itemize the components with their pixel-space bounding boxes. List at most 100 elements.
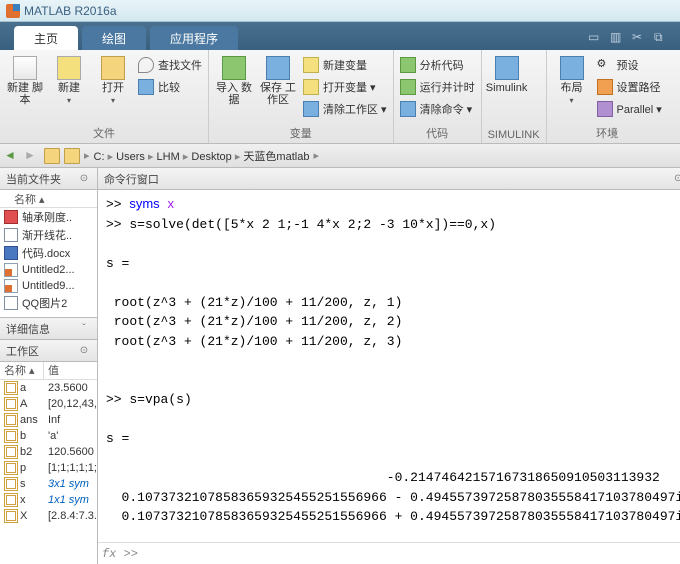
variable-icon <box>4 493 18 507</box>
var-value: 23.5600 <box>44 382 97 394</box>
var-name: b2 <box>20 446 32 458</box>
titlebar: MATLAB R2016a <box>0 0 680 22</box>
tab-plot[interactable]: 绘图 <box>82 26 146 50</box>
file-column-name[interactable]: 名称 ▴ <box>0 190 97 208</box>
cut-icon[interactable]: ✂ <box>632 30 648 46</box>
var-name: b <box>20 430 26 442</box>
tab-home[interactable]: 主页 <box>14 26 78 50</box>
clear-ws-icon <box>303 101 319 117</box>
variable-icon <box>4 461 18 475</box>
var-name: p <box>20 462 26 474</box>
command-output[interactable]: >> syms x >> s=solve(det([5*x 2 1;-1 4*x… <box>98 190 680 542</box>
new-button[interactable]: 新建▾ <box>50 54 88 106</box>
pdf-file-icon <box>4 210 18 224</box>
import-icon <box>222 56 246 80</box>
open-button[interactable]: 打开▾ <box>94 54 132 106</box>
qa-icon-2[interactable]: ▥ <box>610 30 626 46</box>
gear-icon: ⚙ <box>597 57 613 73</box>
file-row[interactable]: QQ图片2 <box>0 294 97 312</box>
workspace-row[interactable]: b2 120.5600 <box>0 444 97 460</box>
current-folder-title: 当前文件夹 <box>6 171 61 187</box>
ribbon: 新建 脚本 新建▾ 打开▾ 查找文件 比较 文件 导入 数据 <box>0 50 680 144</box>
workspace-row[interactable]: a23.5600 <box>0 380 97 396</box>
import-data-button[interactable]: 导入 数据 <box>215 54 253 120</box>
compare-button[interactable]: 比较 <box>138 76 202 98</box>
breadcrumb-item[interactable]: 天蓝色matlab <box>243 151 309 163</box>
file-row[interactable]: 轴承刚度.. <box>0 208 97 226</box>
breadcrumb-item[interactable]: LHM <box>157 151 180 163</box>
file-name: Untitled2... <box>22 264 75 276</box>
save-workspace-button[interactable]: 保存 工作区 <box>259 54 297 120</box>
find-files-button[interactable]: 查找文件 <box>138 54 202 76</box>
workspace-row[interactable]: ans Inf <box>0 412 97 428</box>
forward-icon[interactable]: ► <box>24 148 40 164</box>
copy-icon[interactable]: ⧉ <box>654 30 670 46</box>
open-variable-button[interactable]: 打开变量 ▾ <box>303 76 387 98</box>
run-time-icon <box>400 79 416 95</box>
var-name: x <box>20 494 26 506</box>
var-name: ans <box>20 414 38 426</box>
docx-file-icon <box>4 246 18 260</box>
run-time-button[interactable]: 运行并计时 <box>400 76 475 98</box>
ws-col-name[interactable]: 名称 ▴ <box>0 362 44 379</box>
ribbon-group-code: 分析代码 运行并计时 清除命令 ▾ 代码 <box>394 50 482 143</box>
new-var-icon <box>303 57 319 73</box>
workspace-row[interactable]: A[20,12,43, <box>0 396 97 412</box>
preferences-button[interactable]: ⚙预设 <box>597 54 662 76</box>
layout-button[interactable]: 布局▾ <box>553 54 591 120</box>
clear-commands-button[interactable]: 清除命令 ▾ <box>400 98 475 120</box>
open-var-icon <box>303 79 319 95</box>
file-row[interactable]: Untitled2... <box>0 262 97 278</box>
var-value: 120.5600 <box>44 446 97 458</box>
qa-icon-1[interactable]: ▭ <box>588 30 604 46</box>
workspace-row[interactable]: X[2.8.4:7.3. <box>0 508 97 524</box>
script-file-icon <box>4 263 18 277</box>
clear-workspace-button[interactable]: 清除工作区 ▾ <box>303 98 387 120</box>
file-row[interactable]: Untitled9... <box>0 278 97 294</box>
file-name: Untitled9... <box>22 280 75 292</box>
variable-icon <box>4 477 18 491</box>
workspace-row[interactable]: s3x1 sym <box>0 476 97 492</box>
detail-collapse-icon[interactable]: ˇ <box>77 322 91 336</box>
workspace-row[interactable]: x 1x1 sym <box>0 492 97 508</box>
panel-menu-icon[interactable]: ⊙ <box>77 172 91 186</box>
file-name: 代码.docx <box>22 245 70 261</box>
file-name: QQ图片2 <box>22 295 67 311</box>
app-title: MATLAB R2016a <box>24 4 117 18</box>
breadcrumb-item[interactable]: C: <box>94 151 105 163</box>
workspace-row[interactable]: b'a' <box>0 428 97 444</box>
new-variable-button[interactable]: 新建变量 <box>303 54 387 76</box>
folder-up-icon[interactable] <box>44 148 60 164</box>
file-row[interactable]: 渐开线花.. <box>0 226 97 244</box>
command-window-title: 命令行窗口 <box>104 171 159 187</box>
parallel-button[interactable]: Parallel ▾ <box>597 98 662 120</box>
new-script-button[interactable]: 新建 脚本 <box>6 54 44 106</box>
file-row[interactable]: 代码.docx <box>0 244 97 262</box>
back-icon[interactable]: ◄ <box>4 148 20 164</box>
script-file-icon <box>4 279 18 293</box>
tab-apps[interactable]: 应用程序 <box>150 26 238 50</box>
detail-panel: 详细信息 ˇ <box>0 318 97 340</box>
folder-icon[interactable] <box>64 148 80 164</box>
breadcrumb-item[interactable]: Desktop <box>191 151 231 163</box>
var-value: 1x1 sym <box>44 494 97 506</box>
variable-icon <box>4 509 18 523</box>
var-value: [2.8.4:7.3. <box>44 510 97 522</box>
ws-menu-icon[interactable]: ⊙ <box>77 344 91 358</box>
set-path-button[interactable]: 设置路径 <box>597 76 662 98</box>
variable-icon <box>4 445 18 459</box>
simulink-button[interactable]: Simulink <box>488 54 526 94</box>
var-value: Inf <box>44 414 97 426</box>
command-window: 命令行窗口 ⊙ >> syms x >> s=solve(det([5*x 2 … <box>98 168 680 564</box>
current-folder-panel: 当前文件夹 ⊙ 名称 ▴ 轴承刚度..渐开线花..代码.docx Untitled… <box>0 168 97 318</box>
workspace-row[interactable]: p[1;1;1;1;1; <box>0 460 97 476</box>
main-tabs: 主页 绘图 应用程序 ▭ ▥ ✂ ⧉ <box>0 22 680 50</box>
ws-col-value[interactable]: 值 <box>44 362 97 379</box>
analyze-code-button[interactable]: 分析代码 <box>400 54 475 76</box>
save-ws-icon <box>266 56 290 80</box>
command-prompt[interactable]: fx >> <box>98 542 680 564</box>
breadcrumb-item[interactable]: Users <box>116 151 145 163</box>
compare-icon <box>138 79 154 95</box>
m-file-icon <box>4 228 18 242</box>
cmd-menu-icon[interactable]: ⊙ <box>671 172 680 186</box>
